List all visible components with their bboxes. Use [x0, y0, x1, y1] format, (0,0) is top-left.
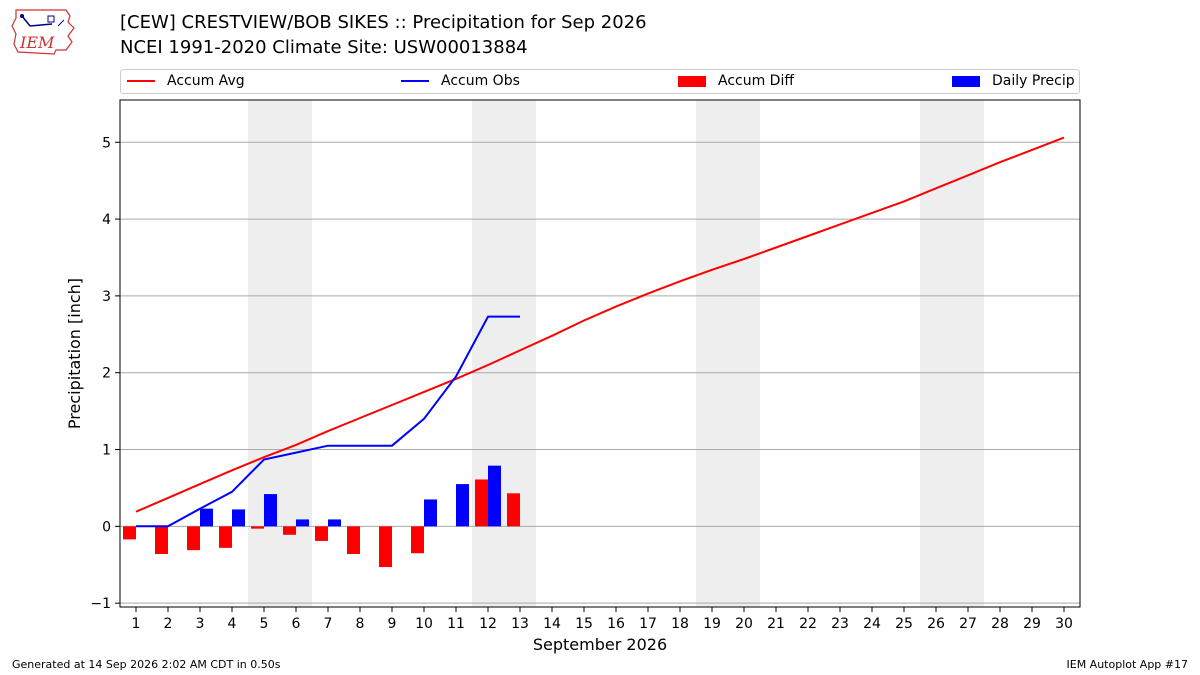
legend-swatch-accum-avg [127, 80, 155, 82]
accum-diff-bar [251, 526, 264, 529]
x-tick-label: 13 [511, 616, 529, 632]
weekend-shade [472, 100, 536, 607]
accum-obs-line [136, 315, 520, 528]
x-tick-label: 5 [260, 616, 269, 632]
accum-diff-bar [315, 526, 328, 541]
y-axis-label: Precipitation [inch] [65, 278, 84, 429]
accum-diff-bar [347, 526, 360, 554]
accum-diff-bar [283, 526, 296, 535]
chart-legend: Accum Avg Accum Obs Accum Diff Daily Pre… [120, 69, 1080, 94]
accum-diff-bar [379, 526, 392, 568]
legend-item-accum-avg: Accum Avg [127, 73, 245, 89]
x-tick-label: 3 [196, 616, 205, 632]
legend-label-accum-diff: Accum Diff [718, 73, 795, 89]
accum-diff-bar [123, 526, 136, 540]
daily-precip-bar [456, 484, 469, 527]
legend-label-accum-obs: Accum Obs [441, 73, 520, 89]
x-tick-label: 1 [132, 616, 141, 632]
x-tick-label: 14 [543, 616, 561, 632]
legend-swatch-accum-diff [678, 75, 706, 87]
x-tick-label: 15 [575, 616, 593, 632]
accum-diff-bar [219, 526, 232, 548]
x-tick-label: 16 [607, 616, 625, 632]
y-tick-label: 5 [102, 135, 111, 151]
x-tick-label: 24 [863, 616, 881, 632]
x-axis-label: September 2026 [533, 635, 667, 654]
x-tick-label: 19 [703, 616, 721, 632]
x-tick-label: 21 [767, 616, 785, 632]
weekend-shade [920, 100, 984, 607]
accum-avg-line [135, 136, 1065, 513]
weekend-shade [696, 100, 760, 607]
legend-item-accum-obs: Accum Obs [401, 73, 520, 89]
accum-diff-bar [411, 526, 424, 554]
daily-precip-bar [200, 508, 213, 527]
accum-diff-bar [155, 526, 168, 554]
iem-logo: IEM [8, 6, 82, 58]
x-tick-label: 6 [292, 616, 301, 632]
x-tick-label: 27 [959, 616, 977, 632]
legend-item-daily-precip: Daily Precip [952, 73, 1075, 89]
x-tick-label: 12 [479, 616, 497, 632]
legend-swatch-accum-obs [401, 80, 429, 82]
x-tick-label: 7 [324, 616, 333, 632]
y-tick-label: 0 [102, 519, 111, 535]
legend-label-accum-avg: Accum Avg [167, 73, 245, 89]
x-tick-label: 4 [228, 616, 237, 632]
weekend-shade [248, 100, 312, 607]
y-tick-label: 2 [102, 366, 111, 382]
daily-precip-bar [232, 509, 245, 527]
x-tick-label: 18 [671, 616, 689, 632]
x-tick-label: 8 [356, 616, 365, 632]
accum-diff-bar [475, 479, 488, 527]
daily-precip-bar [328, 519, 341, 527]
logo-text: IEM [19, 33, 55, 52]
x-tick-label: 10 [415, 616, 433, 632]
plot-frame [119, 99, 1081, 608]
chart-title: [CEW] CRESTVIEW/BOB SIKES :: Precipitati… [120, 12, 647, 33]
daily-precip-bar [296, 519, 309, 527]
x-tick-label: 26 [927, 616, 945, 632]
legend-swatch-daily-precip [952, 75, 980, 87]
footer-generated: Generated at 14 Sep 2026 2:02 AM CDT in … [12, 658, 281, 671]
chart-subtitle: NCEI 1991-2020 Climate Site: USW00013884 [120, 37, 528, 58]
accum-diff-bar [187, 526, 200, 551]
footer-app: IEM Autoplot App #17 [1066, 658, 1189, 671]
legend-label-daily-precip: Daily Precip [992, 73, 1075, 89]
y-tick-label: 4 [102, 212, 111, 228]
accum-diff-bar [507, 493, 520, 527]
x-tick-label: 9 [388, 616, 397, 632]
x-tick-label: 20 [735, 616, 753, 632]
y-tick-label: −1 [90, 596, 111, 612]
x-tick-label: 2 [164, 616, 173, 632]
daily-precip-bar [424, 499, 437, 527]
y-tick-label: 3 [102, 289, 111, 305]
x-tick-label: 23 [831, 616, 849, 632]
x-tick-label: 25 [895, 616, 913, 632]
legend-item-accum-diff: Accum Diff [678, 73, 794, 89]
x-tick-label: 29 [1023, 616, 1041, 632]
x-tick-label: 11 [447, 616, 465, 632]
x-tick-label: 30 [1055, 616, 1073, 632]
x-tick-label: 28 [991, 616, 1009, 632]
x-tick-label: 22 [799, 616, 817, 632]
x-tick-label: 17 [639, 616, 657, 632]
y-tick-label: 1 [102, 443, 111, 459]
daily-precip-bar [264, 494, 277, 527]
daily-precip-bar [488, 465, 501, 527]
